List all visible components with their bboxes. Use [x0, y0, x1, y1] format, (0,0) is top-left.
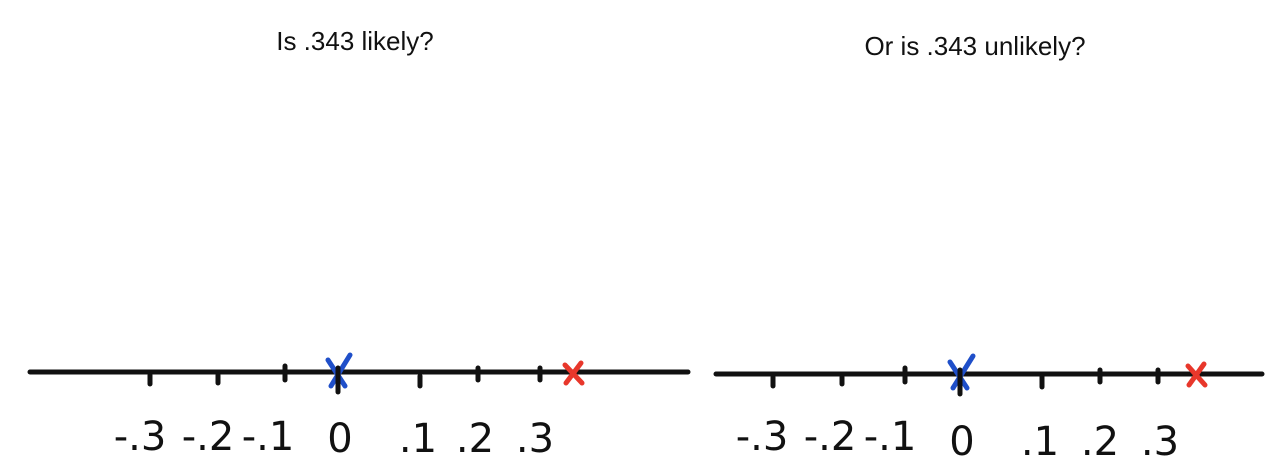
tick-marks	[770, 365, 1161, 390]
sample-x-mark	[1185, 361, 1208, 388]
tick-marks	[147, 363, 543, 389]
arrow-right-icon	[1066, 315, 1182, 340]
tick-label: .3	[516, 416, 554, 462]
tick-labels: -.3 -.2 -.1 0 .1 .2 .3	[114, 414, 554, 462]
tick-label: -.1	[242, 414, 295, 460]
panel-right: Or is .343 unlikely? -.3 -.2 -.1 0 .	[713, 31, 1265, 465]
tick-labels: -.3 -.2 -.1 0 .1 .2 .3	[736, 414, 1179, 465]
tick-label: -.1	[864, 414, 917, 460]
panel-title: Or is .343 unlikely?	[864, 31, 1085, 61]
panel-title: Is .343 likely?	[276, 26, 434, 56]
mean-x-mark	[947, 353, 976, 397]
tick-label: .3	[1141, 419, 1179, 465]
tick-label: 0	[327, 416, 352, 462]
wide-distribution-curve	[0, 76, 698, 367]
sample-x-mark	[562, 360, 585, 386]
tick-label: .1	[399, 416, 437, 462]
tick-label: .2	[456, 416, 494, 462]
tick-label: .1	[1021, 419, 1059, 465]
narrow-distribution-curve	[770, 144, 1088, 368]
tick-label: -.3	[114, 414, 167, 460]
mean-x-mark	[325, 352, 353, 395]
tick-label: -.2	[182, 414, 235, 460]
panel-left: Is .343 likely? -.3 -.2 -.1 0 .1 .2	[0, 26, 698, 462]
tick-label: 0	[949, 419, 974, 465]
tick-label: -.3	[736, 414, 789, 460]
tick-label: .2	[1081, 419, 1119, 465]
tick-label: -.2	[804, 414, 857, 460]
